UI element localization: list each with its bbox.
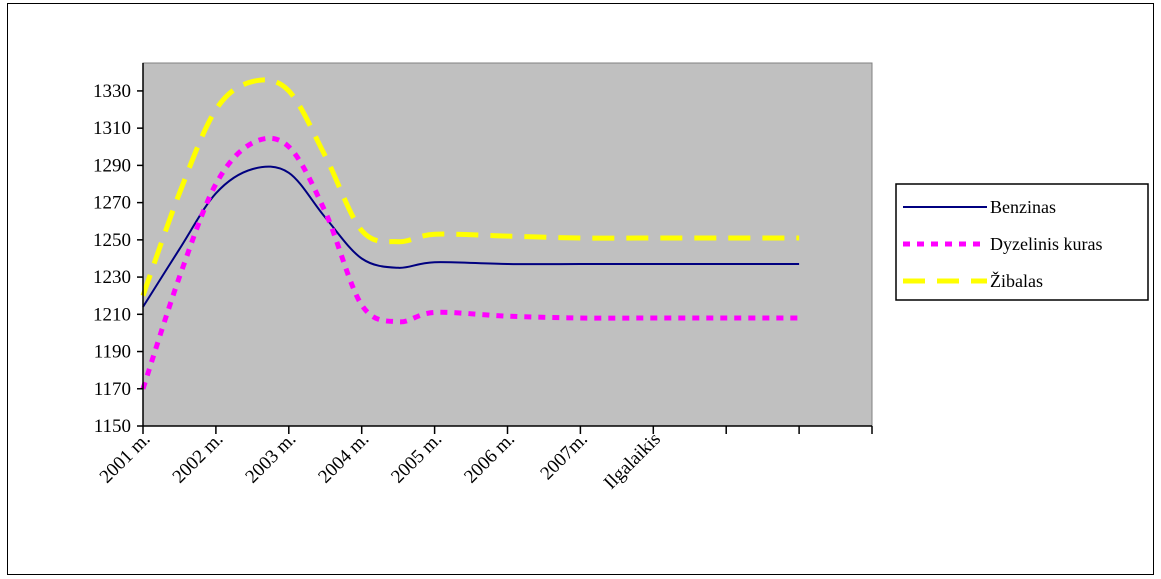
y-tick-label: 1250 [93,230,131,251]
x-tick-label: 2004 m. [314,429,373,488]
series-line-3 [140,77,800,297]
x-tick-label: 2005 m. [387,429,446,488]
y-tick-label: 1230 [93,267,131,288]
legend-label-1: Benzinas [990,197,1056,217]
y-tick-label: 1150 [94,416,131,437]
series-line-1 [142,165,800,308]
legend-label-3: Žibalas [990,270,1043,291]
x-tick-label: 2002 m. [169,429,228,488]
y-tick-label: 1270 [93,193,131,214]
series-line-2 [140,135,800,390]
x-tick-label: 2007m. [536,429,592,485]
y-tick-label: 1170 [94,379,131,400]
y-tick-label: 1290 [93,155,131,176]
x-tick-label: 2003 m. [241,429,300,488]
x-tick-label: 2001 m. [96,429,155,488]
plot-area [142,62,873,427]
y-tick-label: 1310 [93,118,131,139]
y-tick-label: 1330 [93,81,131,102]
series-layer [140,77,800,390]
x-tick-label: 2006 m. [460,429,519,488]
y-tick-label: 1210 [93,304,131,325]
y-tick-label: 1190 [94,342,131,363]
legend-label-2: Dyzelinis kuras [990,234,1102,254]
legend: Benzinas Dyzelinis kuras Žibalas [895,183,1149,301]
x-tick-label: Ilgalaikis [600,429,665,494]
